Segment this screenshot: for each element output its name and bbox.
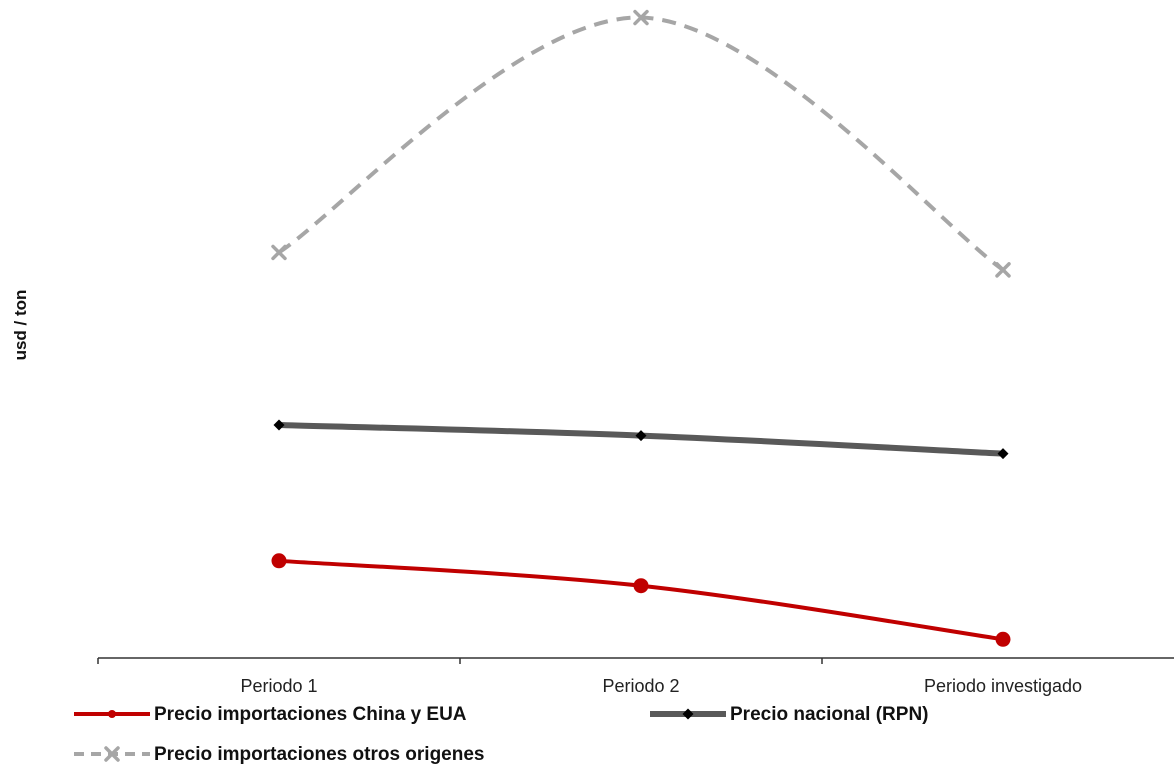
- legend-marker-precio-nacional-rpn: [682, 708, 694, 720]
- legend-label-precio-importaciones-otros-origenes: Precio importaciones otros origenes: [154, 744, 484, 765]
- x-tick-label-periodo-investigado: Periodo investigado: [924, 676, 1082, 696]
- data-point-precio-importaciones-otros-origenes-periodo-investigado: [995, 262, 1011, 278]
- data-point-precio-nacional-rpn-periodo-1: [273, 419, 285, 431]
- x-axis-tick-labels: Periodo 1 Periodo 2 Periodo investigado: [240, 676, 1082, 696]
- legend-marker-precio-importaciones-china-y-eua: [108, 710, 116, 718]
- series-line-precio-importaciones-china-y-eua: [277, 558, 1005, 642]
- legend-label-precio-importaciones-china-y-eua: Precio importaciones China y EUA: [154, 704, 467, 725]
- data-point-precio-importaciones-otros-origenes-periodo-2: [633, 9, 649, 26]
- data-point-precio-importaciones-otros-origenes-periodo-1: [271, 244, 287, 261]
- series-line-precio-importaciones-otros-origenes: [277, 15, 1005, 272]
- data-point-precio-importaciones-china-y-eua-periodo-2: [633, 578, 649, 594]
- legend: Precio importaciones China y EUA Precio n…: [74, 704, 929, 765]
- legend-item-precio-importaciones-china-y-eua: Precio importaciones China y EUA: [74, 704, 467, 725]
- legend-label-precio-nacional-rpn: Precio nacional (RPN): [730, 704, 929, 725]
- series-markers: [271, 9, 1011, 647]
- y-axis-label: usd / ton: [11, 290, 30, 361]
- x-tick-label-periodo-1: Periodo 1: [240, 676, 317, 696]
- series-lines: [276, 15, 1006, 642]
- legend-item-precio-importaciones-otros-origenes: Precio importaciones otros origenes: [74, 744, 484, 765]
- y-axis-label-group: usd / ton: [11, 290, 30, 361]
- data-point-precio-nacional-rpn-periodo-investigado: [997, 448, 1009, 460]
- data-point-precio-importaciones-china-y-eua-periodo-investigado: [995, 631, 1011, 647]
- data-point-precio-importaciones-china-y-eua-periodo-1: [271, 553, 287, 569]
- data-point-precio-nacional-rpn-periodo-2: [635, 430, 647, 442]
- legend-item-precio-nacional-rpn: Precio nacional (RPN): [650, 704, 929, 725]
- x-tick-label-periodo-2: Periodo 2: [602, 676, 679, 696]
- legend-marker-precio-importaciones-otros-origenes: [104, 746, 120, 762]
- x-axis-ticks: [97, 658, 823, 664]
